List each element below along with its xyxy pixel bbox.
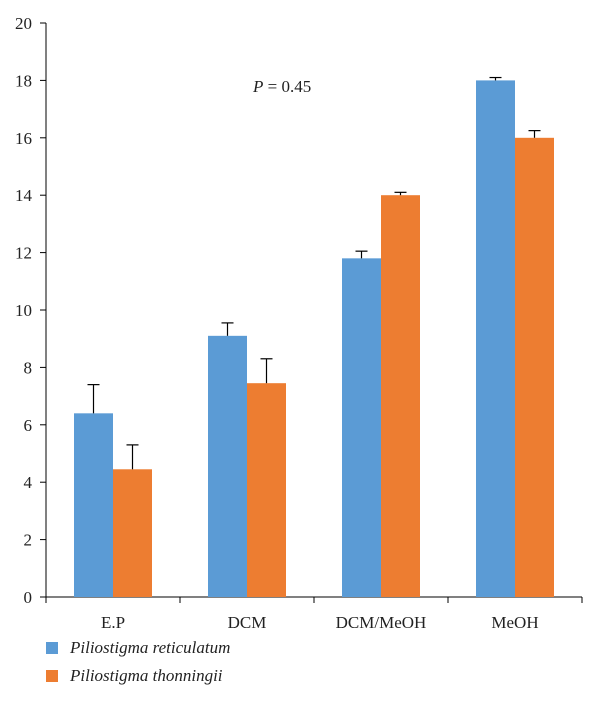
legend-swatch-thonningii (46, 670, 58, 682)
y-tick-label: 2 (24, 531, 33, 550)
y-axis: 0 2 4 6 8 10 12 14 16 18 20 (15, 14, 47, 607)
x-axis: E.P DCM DCM/MeOH MeOH (45, 596, 583, 630)
p-value-annotation: P = 0.45 (252, 77, 311, 96)
bar-piliostigma-thonningii-dcm-meoh (381, 195, 420, 597)
legend-item-reticulatum: Piliostigma reticulatum (46, 634, 230, 662)
legend-label-thonningii: Piliostigma thonningii (70, 666, 223, 685)
y-tick-label: 6 (24, 416, 33, 435)
bar-piliostigma-thonningii-dcm (247, 383, 286, 597)
bar-piliostigma-reticulatum-e-p (74, 413, 113, 597)
x-category-label-e-p: E.P (101, 613, 125, 630)
x-category-label-dcm-meoh: DCM/MeOH (336, 613, 427, 630)
bar-piliostigma-thonningii-e-p (113, 469, 152, 597)
bar-piliostigma-reticulatum-meoh (476, 80, 515, 597)
bar-chart: 0 2 4 6 8 10 12 14 16 18 20 E.P DCM DCM/MeOH MeOH P =… (15, 14, 583, 630)
y-tick-label: 12 (15, 244, 32, 263)
legend-item-thonningii: Piliostigma thonningii (46, 662, 230, 690)
error-bars (87, 76, 541, 470)
y-tick-label: 20 (15, 14, 32, 33)
legend-label-reticulatum: Piliostigma reticulatum (70, 638, 231, 657)
y-tick-label: 4 (24, 473, 33, 492)
x-category-label-dcm: DCM (228, 613, 267, 630)
legend: Piliostigma reticulatum Piliostigma thon… (46, 634, 230, 690)
x-category-label-meoh: MeOH (491, 613, 538, 630)
bars (74, 80, 554, 598)
y-tick-label: 10 (15, 301, 32, 320)
p-value-text: = 0.45 (263, 77, 311, 96)
y-tick-label: 0 (24, 588, 33, 607)
y-tick-label: 18 (15, 71, 32, 90)
y-tick-label: 8 (24, 358, 33, 377)
legend-swatch-reticulatum (46, 642, 58, 654)
y-tick-label: 14 (15, 186, 33, 205)
y-tick-label: 16 (15, 129, 32, 148)
bar-piliostigma-reticulatum-dcm (208, 335, 247, 597)
p-symbol: P (252, 77, 263, 96)
bar-piliostigma-reticulatum-dcm-meoh (342, 258, 381, 597)
bar-piliostigma-thonningii-meoh (515, 137, 554, 598)
